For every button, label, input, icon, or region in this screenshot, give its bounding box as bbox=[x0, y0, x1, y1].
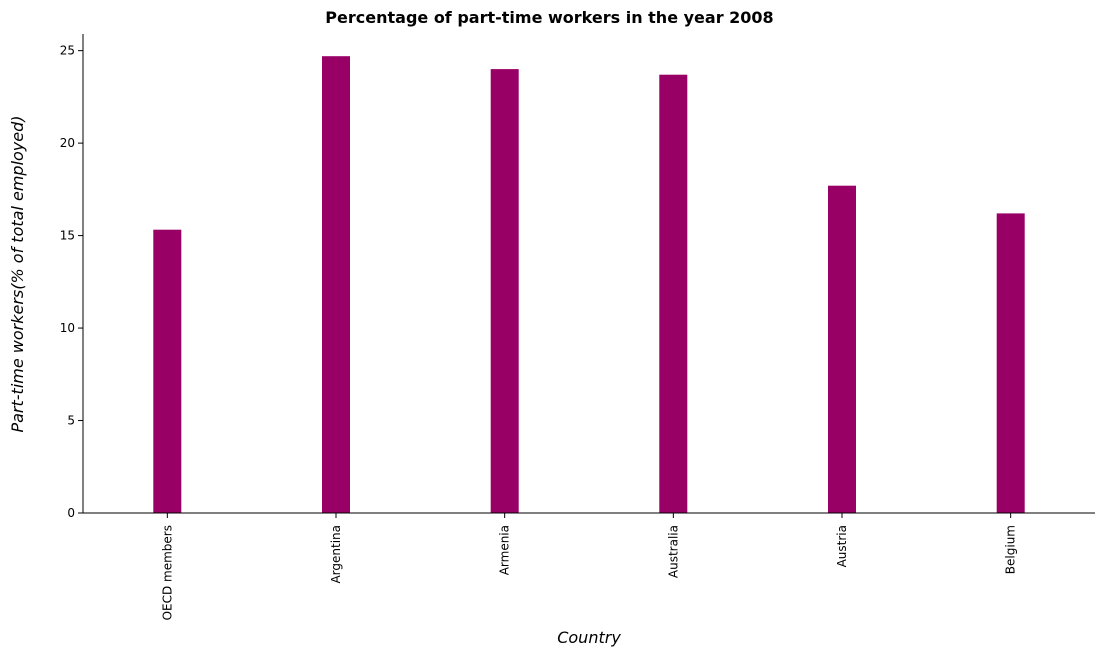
y-tick-label: 5 bbox=[67, 414, 75, 428]
bar-armenia bbox=[490, 69, 519, 513]
x-tick-label: Armenia bbox=[498, 525, 512, 575]
bar-belgium bbox=[996, 213, 1025, 513]
x-tick-label: Belgium bbox=[1004, 525, 1018, 574]
x-tick-label: OECD members bbox=[160, 525, 174, 620]
x-tick-label: Australia bbox=[666, 525, 680, 578]
bar-argentina bbox=[322, 56, 350, 513]
bar-australia bbox=[659, 74, 688, 513]
y-tick-label: 15 bbox=[60, 229, 75, 243]
x-tick-label: Argentina bbox=[329, 525, 343, 584]
x-tick-label: Austria bbox=[835, 525, 849, 567]
y-tick-label: 0 bbox=[67, 506, 75, 520]
plot-area bbox=[83, 34, 1095, 513]
bar-oecd-members bbox=[153, 229, 182, 513]
y-tick-label: 25 bbox=[60, 44, 75, 58]
bar-austria bbox=[828, 185, 856, 513]
chart-title: Percentage of part-time workers in the y… bbox=[325, 8, 774, 27]
y-tick-label: 20 bbox=[60, 136, 75, 150]
y-axis-title: Part-time workers(% of total employed) bbox=[8, 115, 27, 432]
x-axis-title: Country bbox=[557, 628, 621, 647]
y-tick-label: 10 bbox=[60, 321, 75, 335]
